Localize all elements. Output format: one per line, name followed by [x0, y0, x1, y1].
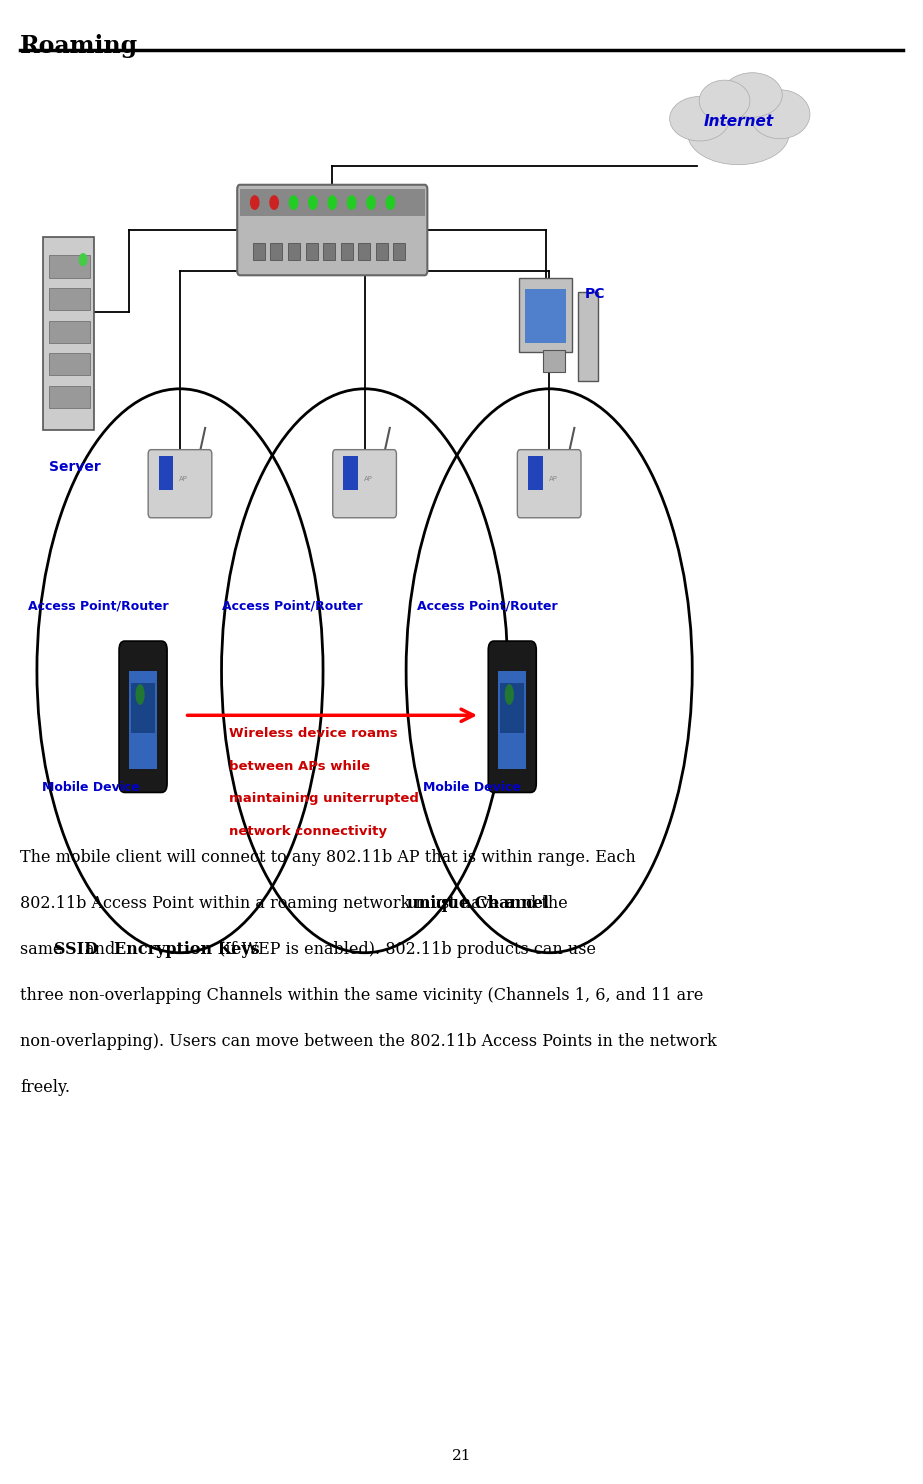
Text: Internet: Internet: [703, 114, 773, 129]
Text: Wireless device roams: Wireless device roams: [229, 727, 398, 741]
Text: three non-overlapping Channels within the same vicinity (Channels 1, 6, and 11 a: three non-overlapping Channels within th…: [20, 987, 703, 1003]
Ellipse shape: [722, 73, 783, 117]
Bar: [288, 242, 300, 261]
Ellipse shape: [505, 684, 514, 705]
Bar: [578, 292, 598, 381]
Circle shape: [251, 196, 258, 209]
Circle shape: [347, 196, 356, 209]
FancyBboxPatch shape: [119, 641, 167, 792]
Bar: [306, 242, 318, 261]
Bar: [498, 671, 526, 769]
Text: Access Point/Router: Access Point/Router: [28, 600, 168, 613]
Text: unique Channel: unique Channel: [407, 895, 549, 911]
FancyBboxPatch shape: [237, 184, 427, 275]
Bar: [240, 188, 425, 215]
Bar: [358, 242, 370, 261]
Bar: [49, 321, 90, 343]
Text: AP: AP: [179, 476, 188, 482]
Bar: [49, 386, 90, 408]
Bar: [253, 242, 265, 261]
Bar: [343, 456, 358, 490]
Text: Encryption Keys: Encryption Keys: [114, 941, 259, 957]
Bar: [43, 237, 94, 430]
Bar: [519, 278, 572, 352]
Text: Mobile Device: Mobile Device: [423, 781, 521, 794]
Text: (if WEP is enabled). 802.11b products can use: (if WEP is enabled). 802.11b products ca…: [214, 941, 595, 957]
Circle shape: [79, 254, 87, 266]
Circle shape: [386, 196, 395, 209]
Text: The mobile client will connect to any 802.11b AP that is within range. Each: The mobile client will connect to any 80…: [20, 849, 636, 865]
Text: 802.11b Access Point within a roaming network must have a: 802.11b Access Point within a roaming ne…: [20, 895, 520, 911]
Bar: [49, 353, 90, 375]
Text: 21: 21: [451, 1450, 472, 1463]
Text: Roaming: Roaming: [20, 34, 138, 58]
Text: non-overlapping). Users can move between the 802.11b Access Points in the networ: non-overlapping). Users can move between…: [20, 1033, 717, 1049]
Bar: [131, 683, 155, 733]
Circle shape: [270, 196, 279, 209]
Bar: [341, 242, 353, 261]
Text: maintaining uniterrupted: maintaining uniterrupted: [229, 792, 419, 806]
Text: Server: Server: [49, 460, 101, 473]
Text: same: same: [20, 941, 68, 957]
FancyBboxPatch shape: [517, 450, 581, 518]
Circle shape: [290, 196, 297, 209]
Circle shape: [329, 196, 337, 209]
Ellipse shape: [688, 102, 789, 165]
Text: AP: AP: [364, 476, 373, 482]
Text: between APs while: between APs while: [229, 760, 370, 773]
Bar: [323, 242, 335, 261]
Text: Access Point/Router: Access Point/Router: [417, 600, 557, 613]
Text: SSID: SSID: [54, 941, 98, 957]
Circle shape: [308, 196, 318, 209]
Bar: [528, 456, 543, 490]
Text: Access Point/Router: Access Point/Router: [222, 600, 362, 613]
Bar: [393, 242, 405, 261]
Circle shape: [367, 196, 375, 209]
Bar: [49, 255, 90, 278]
Text: and: and: [80, 941, 121, 957]
Bar: [129, 671, 157, 769]
Bar: [270, 242, 282, 261]
Text: PC: PC: [585, 288, 605, 301]
FancyBboxPatch shape: [332, 450, 397, 518]
Text: and the: and the: [500, 895, 568, 911]
Text: AP: AP: [548, 476, 557, 482]
Bar: [159, 456, 174, 490]
Text: freely.: freely.: [20, 1079, 70, 1095]
Bar: [376, 242, 388, 261]
FancyBboxPatch shape: [488, 641, 536, 792]
Ellipse shape: [136, 684, 145, 705]
Text: network connectivity: network connectivity: [229, 825, 387, 838]
Ellipse shape: [700, 80, 750, 122]
Ellipse shape: [670, 96, 729, 141]
Bar: [500, 683, 524, 733]
Bar: [525, 289, 566, 343]
Bar: [49, 288, 90, 310]
Ellipse shape: [749, 89, 810, 139]
Bar: [543, 350, 565, 372]
Text: Mobile Device: Mobile Device: [42, 781, 139, 794]
FancyBboxPatch shape: [148, 450, 212, 518]
